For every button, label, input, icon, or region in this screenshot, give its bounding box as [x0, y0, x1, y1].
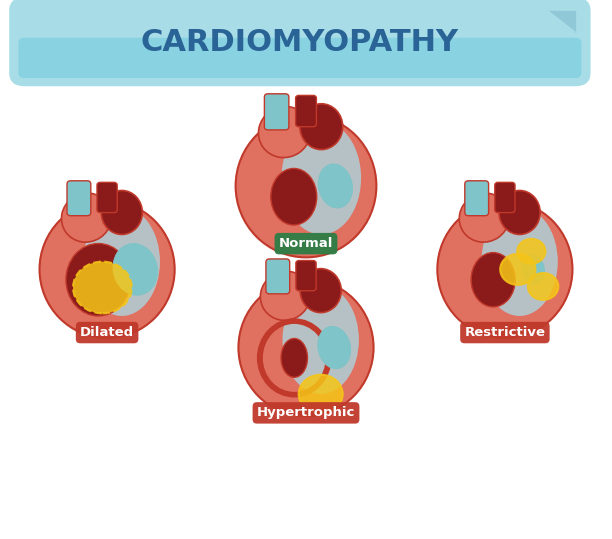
Text: Hypertrophic: Hypertrophic	[257, 406, 355, 419]
Ellipse shape	[318, 327, 351, 369]
Ellipse shape	[471, 253, 515, 307]
Ellipse shape	[239, 279, 373, 416]
Ellipse shape	[84, 208, 160, 316]
Ellipse shape	[271, 168, 316, 225]
Ellipse shape	[318, 164, 353, 208]
Ellipse shape	[517, 239, 545, 264]
FancyBboxPatch shape	[18, 38, 581, 78]
FancyBboxPatch shape	[296, 95, 316, 127]
Polygon shape	[548, 11, 575, 32]
Ellipse shape	[438, 201, 572, 338]
Ellipse shape	[482, 208, 558, 316]
Ellipse shape	[73, 261, 132, 313]
FancyBboxPatch shape	[296, 260, 316, 291]
Ellipse shape	[300, 103, 343, 150]
FancyBboxPatch shape	[9, 0, 591, 86]
Ellipse shape	[459, 193, 509, 242]
Ellipse shape	[113, 244, 157, 295]
FancyBboxPatch shape	[67, 181, 91, 216]
Ellipse shape	[522, 254, 545, 284]
FancyBboxPatch shape	[266, 259, 289, 294]
Ellipse shape	[281, 338, 307, 377]
FancyBboxPatch shape	[264, 94, 289, 130]
Ellipse shape	[500, 254, 536, 285]
Ellipse shape	[236, 114, 376, 258]
Ellipse shape	[260, 271, 310, 320]
Ellipse shape	[101, 190, 143, 234]
FancyBboxPatch shape	[97, 182, 118, 212]
Ellipse shape	[61, 193, 111, 242]
Ellipse shape	[66, 244, 130, 316]
Ellipse shape	[283, 286, 359, 394]
Text: Normal: Normal	[279, 237, 333, 250]
FancyBboxPatch shape	[465, 181, 488, 216]
Ellipse shape	[300, 268, 341, 313]
Polygon shape	[548, 11, 575, 32]
Text: Dilated: Dilated	[80, 326, 134, 339]
Ellipse shape	[40, 201, 174, 338]
Ellipse shape	[299, 375, 343, 413]
Text: CARDIOMYOPATHY: CARDIOMYOPATHY	[141, 27, 459, 57]
FancyBboxPatch shape	[494, 182, 515, 212]
Ellipse shape	[258, 107, 311, 157]
Ellipse shape	[282, 121, 361, 234]
Text: Restrictive: Restrictive	[465, 326, 545, 339]
Ellipse shape	[499, 190, 540, 234]
Ellipse shape	[528, 273, 558, 300]
